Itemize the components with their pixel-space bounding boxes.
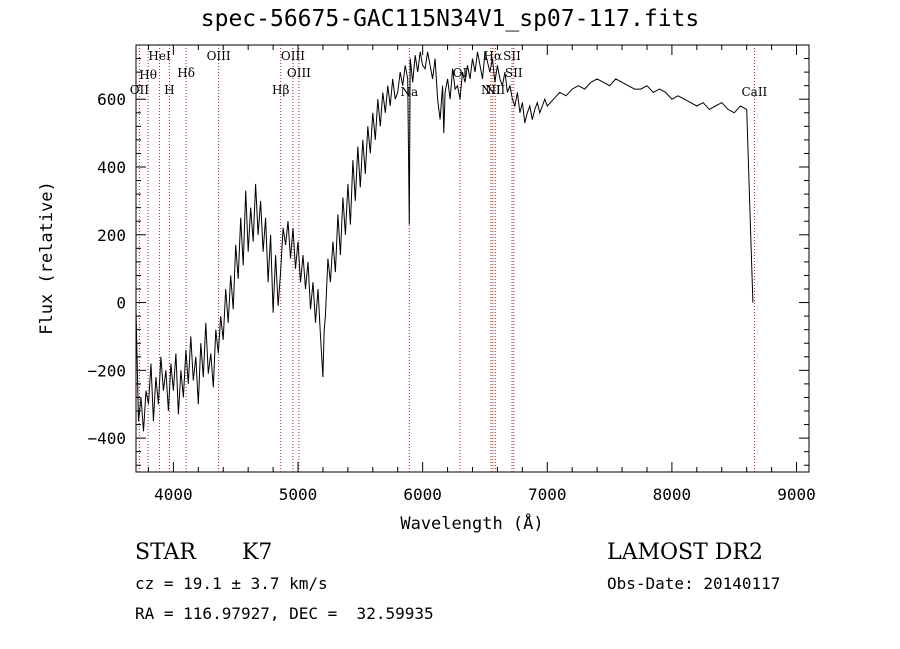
y-tick-label: 400 — [97, 158, 126, 177]
object-subclass: K7 — [242, 540, 273, 565]
object-class: STAR — [135, 540, 196, 565]
coordinates: RA = 116.97927, DEC = 32.59935 — [135, 604, 434, 623]
spectral-line-label: OII — [130, 83, 150, 97]
spectral-line-label: NII — [485, 83, 505, 97]
spectral-line-label: CaII — [741, 85, 767, 99]
spectral-line-label: HeI — [148, 49, 171, 63]
spectrum-line — [135, 51, 754, 432]
x-tick-label: 6000 — [403, 485, 442, 504]
chart-title: spec-56675-GAC115N34V1_sp07-117.fits — [200, 6, 700, 32]
y-tick-label: 0 — [116, 294, 126, 313]
y-axis-ticks: −400 −200 0 200 400 600 — [87, 58, 809, 466]
y-axis-label: Flux (relative) — [37, 181, 57, 335]
spectral-line-labels: OIIHθHeIHHδOIIIHβOIIIOIIINaOINIIHαNIISII… — [130, 49, 768, 99]
x-tick-label: 5000 — [279, 485, 318, 504]
spectral-line-label: H — [164, 83, 174, 97]
spectral-line-label: OIII — [207, 49, 231, 63]
y-tick-label: 200 — [97, 226, 126, 245]
spectral-line-label: OIII — [287, 66, 311, 80]
y-tick-label: −400 — [87, 429, 126, 448]
spectral-line-markers — [138, 45, 755, 472]
x-axis-ticks: 4000 5000 6000 7000 8000 9000 — [147, 45, 816, 504]
x-tick-label: 9000 — [777, 485, 816, 504]
y-tick-label: −200 — [87, 361, 126, 380]
spectral-line-label: SII — [503, 49, 521, 63]
redshift-info: cz = 19.1 ± 3.7 km/s — [135, 574, 328, 593]
spectral-line-label: Na — [400, 85, 418, 99]
spectral-line-label: SII — [505, 66, 523, 80]
x-axis-label: Wavelength (Å) — [400, 512, 543, 534]
spectral-line-label: Hδ — [177, 66, 195, 80]
spectral-line-label: NII — [481, 83, 501, 97]
spectral-line-label: OI — [453, 66, 468, 80]
x-tick-label: 7000 — [528, 485, 567, 504]
observation-date: Obs-Date: 20140117 — [607, 574, 781, 593]
survey-name: LAMOST DR2 — [607, 540, 763, 565]
spectral-line-label: Hα — [484, 49, 503, 63]
x-tick-label: 8000 — [653, 485, 692, 504]
x-tick-label: 4000 — [154, 485, 193, 504]
spectral-line-label: OIII — [281, 49, 305, 63]
spectral-line-label: Hθ — [139, 68, 157, 82]
spectral-line-label: Hβ — [272, 83, 289, 97]
y-tick-label: 600 — [97, 90, 126, 109]
